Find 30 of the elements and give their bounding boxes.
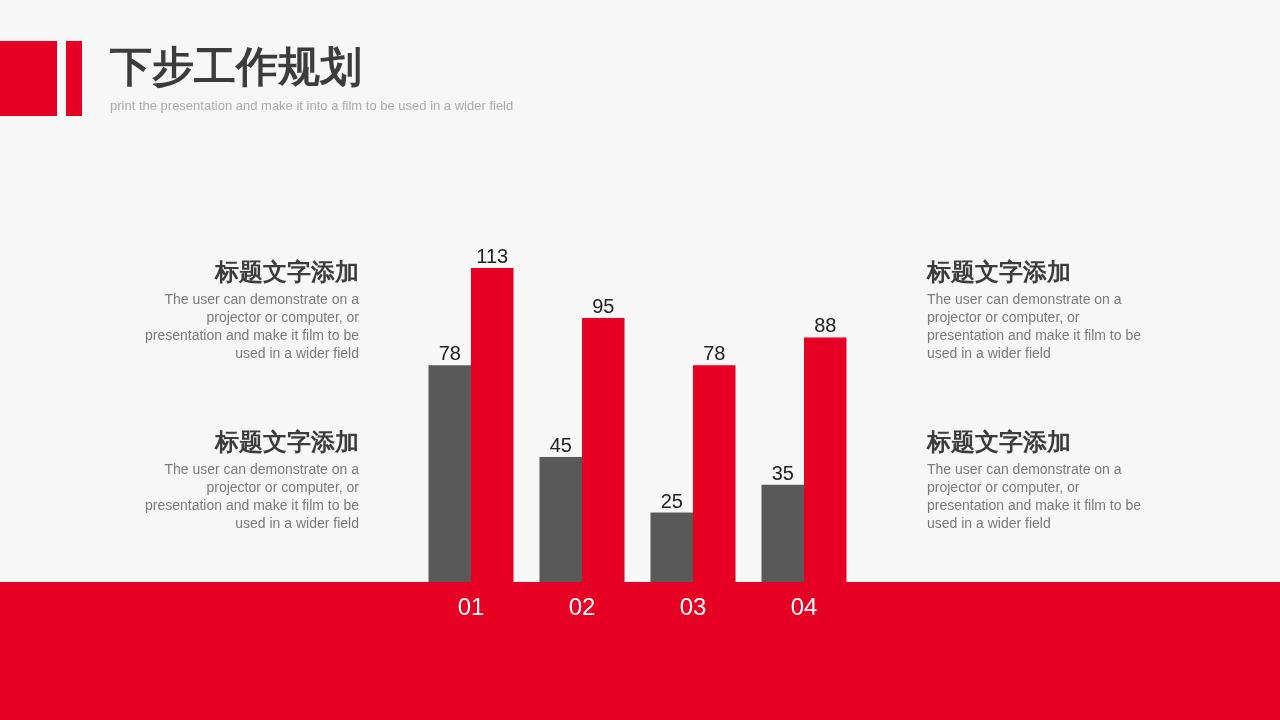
data-label: 35 <box>771 461 794 484</box>
bar <box>428 365 471 582</box>
bar <box>471 268 514 582</box>
bar <box>539 456 582 582</box>
text: The user can demonstrate on a projector or computer, or presentation and make it film to be used in a wider field <box>927 290 1142 362</box>
text: The user can demonstrate on a projector or computer, or presentation and make it film to be used in a wider field <box>144 460 359 532</box>
text: 标题文字添加 <box>213 258 359 286</box>
bar <box>582 318 625 582</box>
text: The user can demonstrate on a projector or computer, or presentation and make it film to be used in a wider field <box>144 290 359 362</box>
x-tick-label: 02 <box>568 593 596 620</box>
x-tick-label: 01 <box>457 593 485 620</box>
chart-title: 下步工作规划 <box>110 43 362 91</box>
bar <box>761 484 804 582</box>
bar <box>804 337 847 582</box>
bar <box>650 512 693 582</box>
data-label: 88 <box>814 314 837 337</box>
data-label: 25 <box>660 489 683 512</box>
x-tick-label: 04 <box>790 593 818 620</box>
text: The user can demonstrate on a projector or computer, or presentation and make it film to be used in a wider field <box>927 460 1142 532</box>
text: 标题文字添加 <box>927 258 1072 286</box>
chart-subtitle: print the presentation and make it into a film to be used in a wider field <box>110 97 514 115</box>
data-label: 78 <box>438 342 461 365</box>
text: 标题文字添加 <box>927 428 1072 456</box>
data-label: 78 <box>703 342 726 365</box>
data-label: 113 <box>476 245 509 267</box>
text: 标题文字添加 <box>213 428 359 456</box>
data-label: 95 <box>592 295 615 318</box>
bar <box>693 365 736 582</box>
x-tick-label: 03 <box>679 593 707 620</box>
data-label: 45 <box>549 433 572 456</box>
